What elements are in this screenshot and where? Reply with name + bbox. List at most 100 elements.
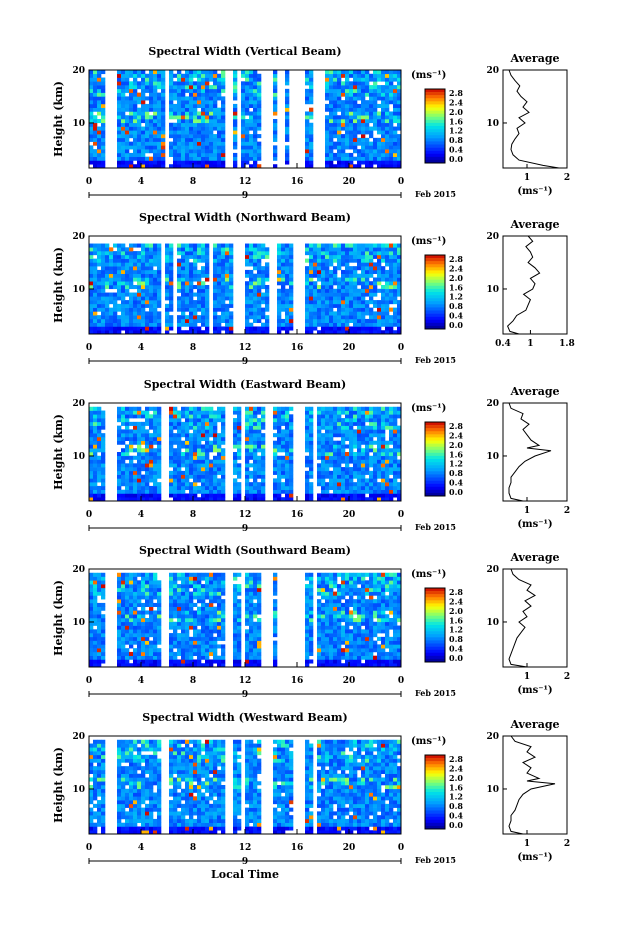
colorbar-tick-label: 2.4 [449,97,463,107]
x-tick-label: 4 [138,343,144,353]
x-tick-label: 0 [86,510,92,520]
x-tick-label: 12 [239,843,252,853]
height-axis-label: Height (km) [52,81,65,157]
colorbar-tick-label: 1.2 [449,126,463,136]
colorbar-tick-label: 2.8 [449,421,463,431]
average-y-tick-label: 10 [486,119,499,129]
x-tick-label: 4 [138,510,144,520]
average-frame [502,402,568,502]
x-tick-label: 0 [86,177,92,187]
average-title: Average [509,385,559,398]
colorbar-frame [424,421,446,497]
colorbar-tick-label: 1.2 [449,625,463,635]
average-frame [502,735,568,835]
x-tick-label: 16 [291,510,304,520]
heatmap-cells [89,243,402,335]
colorbar-tick-label: 0.8 [449,801,463,811]
month-label: Feb 2015 [415,855,456,865]
y-tick-label: 10 [72,452,85,462]
colorbar-tick-label: 0.0 [449,487,463,497]
colorbar-tick-label: 2.0 [449,440,463,450]
average-unit: (ms⁻¹) [517,852,552,863]
panel-1: Spectral Width (Northward Beam) Height (k… [52,211,575,367]
colorbar-tick-label: 2.4 [449,596,463,606]
panel-title: Spectral Width (Eastward Beam) [144,378,346,391]
x-tick-label: 0 [86,343,92,353]
colorbar-tick-label: 0.8 [449,468,463,478]
x-tick-label: 12 [239,343,252,353]
colorbar-tick-label: 0.4 [449,478,463,488]
x-tick-label: 8 [190,177,196,187]
y-tick-label: 20 [72,399,85,409]
colorbar-tick-label: 0.0 [449,154,463,164]
colorbar-frame [424,254,446,330]
colorbar-tick-label: 1.2 [449,292,463,302]
month-label: Feb 2015 [415,189,456,199]
average-x-tick-label: 1 [524,506,530,516]
x-tick-label: 0 [398,343,404,353]
x-tick-label: 20 [343,676,356,686]
colorbar-tick-label: 0.4 [449,145,463,155]
average-profile-line [508,735,556,835]
colorbar-tick-label: 0.8 [449,634,463,644]
heatmap-cells [89,406,402,502]
colorbar [424,254,446,330]
x-tick-label: 0 [86,676,92,686]
colorbar-tick-label: 0.4 [449,644,463,654]
y-tick-label: 10 [72,618,85,628]
average-x-tick-label: 1.8 [559,339,575,349]
x-tick-label: 16 [291,843,304,853]
average-x-tick-label: 1 [524,839,530,849]
colorbar-unit: (ms⁻¹) [411,70,446,81]
panel-title: Spectral Width (Southward Beam) [139,544,351,557]
x-tick-label: 4 [138,843,144,853]
y-tick-label: 10 [72,285,85,295]
average-title: Average [509,52,559,65]
x-tick-label: 4 [138,177,144,187]
colorbar-frame [424,88,446,164]
x-tick-label: 0 [398,843,404,853]
average-x-tick-label: 2 [564,672,570,682]
x-tick-label: 0 [398,676,404,686]
average-frame [502,235,568,335]
heatmap-cells [89,70,402,169]
average-y-tick-label: 20 [486,399,499,409]
date-label: 9 [242,857,248,867]
heatmap-cells [89,739,402,835]
colorbar-tick-label: 1.6 [449,615,463,625]
average-unit: (ms⁻¹) [517,519,552,530]
colorbar [424,754,446,830]
panel-3: Spectral Width (Southward Beam) Height (k… [52,544,570,700]
colorbar-tick-label: 2.8 [449,587,463,597]
average-x-tick-label: 1 [527,339,533,349]
colorbar-tick-label: 2.8 [449,254,463,264]
average-title: Average [509,718,559,731]
x-tick-label: 0 [398,510,404,520]
height-axis-label: Height (km) [52,247,65,323]
x-tick-label: 12 [239,676,252,686]
colorbar-tick-label: 2.0 [449,773,463,783]
date-label: 9 [242,524,248,534]
colorbar-unit: (ms⁻¹) [411,569,446,580]
average-x-tick-label: 1 [524,173,530,183]
panel-0: Spectral Width (Vertical Beam) Height (km… [52,45,570,201]
colorbar-unit: (ms⁻¹) [411,236,446,247]
local-time-label: Local Time [211,868,279,881]
colorbar-tick-label: 2.8 [449,754,463,764]
average-unit: (ms⁻¹) [517,186,552,197]
colorbar-tick-label: 0.0 [449,820,463,830]
y-tick-label: 20 [72,66,85,76]
x-tick-label: 12 [239,510,252,520]
average-profile-line [508,568,536,668]
y-tick-label: 20 [72,232,85,242]
x-tick-label: 16 [291,343,304,353]
colorbar-tick-label: 0.0 [449,320,463,330]
average-x-tick-label: 1 [524,672,530,682]
month-label: Feb 2015 [415,355,456,365]
month-label: Feb 2015 [415,522,456,532]
x-tick-label: 20 [343,843,356,853]
average-y-tick-label: 10 [486,452,499,462]
y-tick-label: 10 [72,785,85,795]
panel-2: Spectral Width (Eastward Beam) Height (km… [52,378,570,534]
